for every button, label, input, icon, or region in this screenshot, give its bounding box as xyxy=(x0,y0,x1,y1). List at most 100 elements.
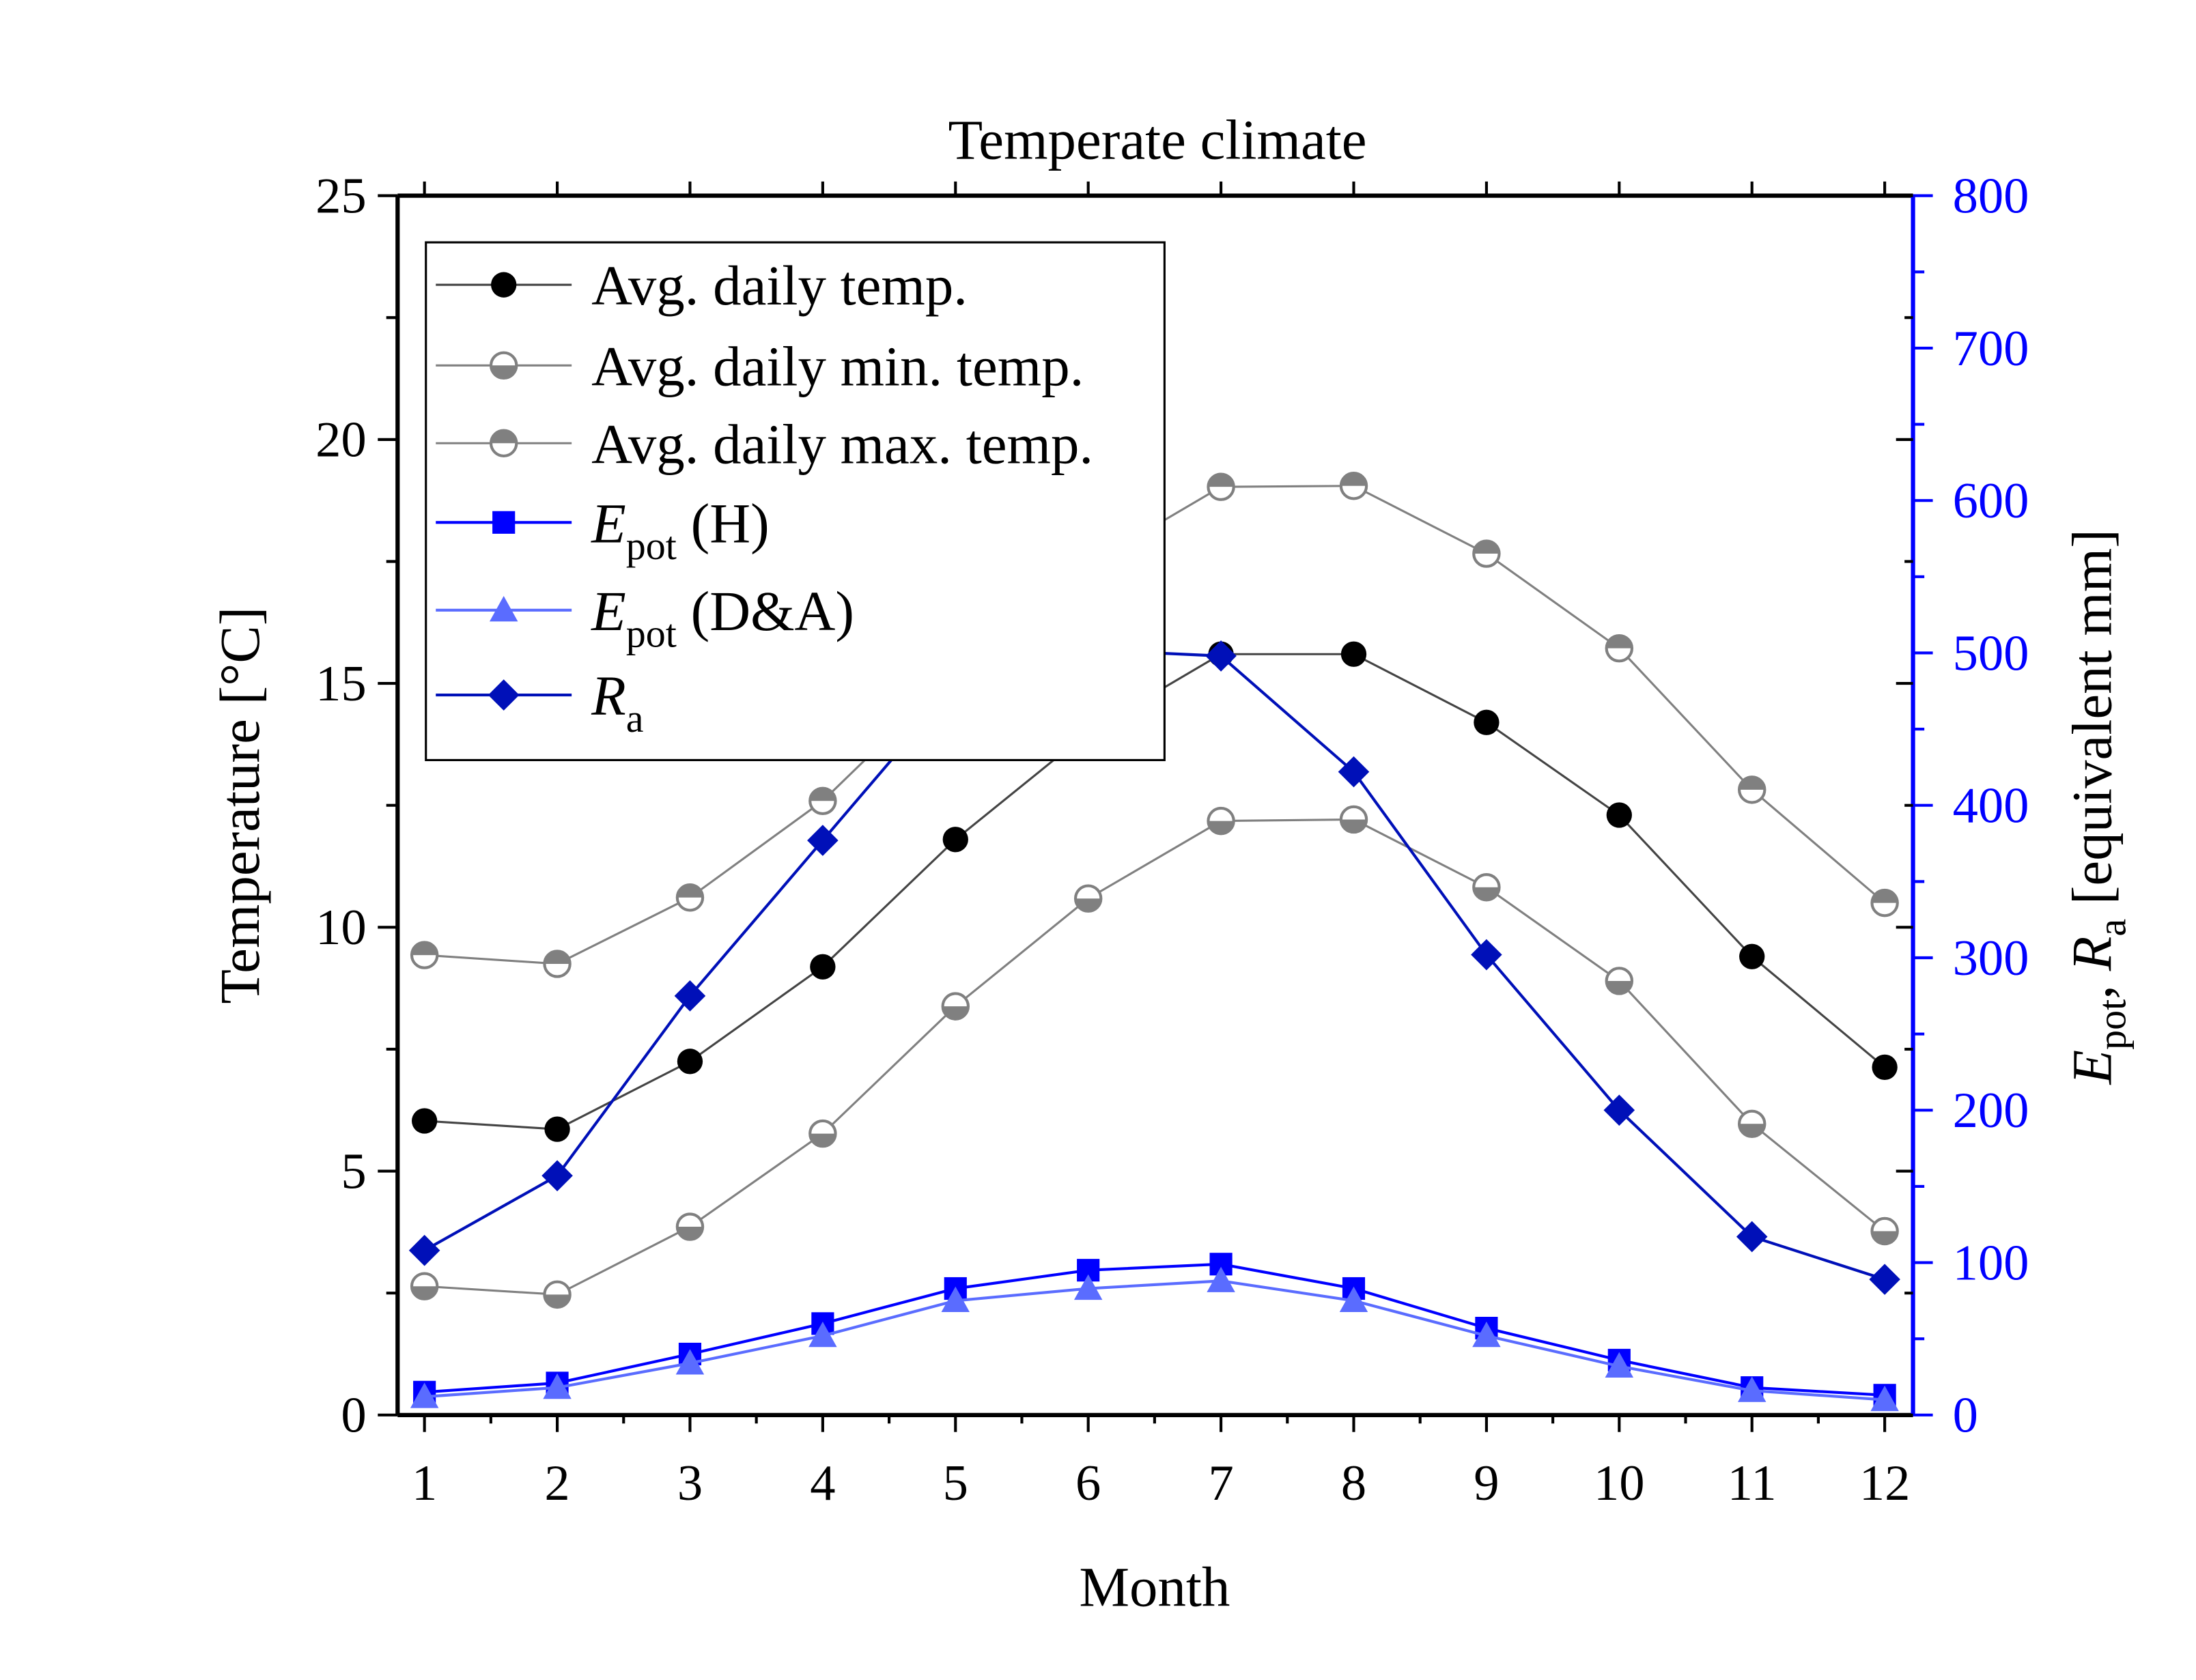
half-circle-marker xyxy=(1472,539,1501,568)
series-line xyxy=(424,1262,1885,1397)
circle-marker xyxy=(491,272,517,298)
triangle-marker xyxy=(808,1322,837,1348)
half-circle-marker xyxy=(1870,888,1899,917)
triangle-marker xyxy=(543,1373,572,1399)
x-tick-label: 2 xyxy=(544,1455,569,1511)
circle-marker xyxy=(1872,1054,1898,1081)
marker-half-fill xyxy=(1606,636,1632,649)
marker-half-fill xyxy=(491,365,517,378)
x-tick-label: 4 xyxy=(810,1455,835,1511)
marker-half-fill xyxy=(412,1286,438,1299)
triangle-marker xyxy=(1737,1376,1766,1402)
diamond-marker xyxy=(408,1234,440,1266)
legend: Avg. daily temp. Avg. daily min. temp. Avg… xyxy=(425,241,1166,761)
legend-item: Ra xyxy=(436,664,644,741)
half-circle-marker xyxy=(1605,633,1634,663)
triangle-marker xyxy=(941,1286,970,1312)
y2-tick-label: 600 xyxy=(1953,473,2029,529)
marker-half-fill xyxy=(1340,819,1367,833)
circle-marker xyxy=(412,1108,438,1134)
triangle-marker xyxy=(410,1382,439,1408)
half-circle-marker xyxy=(1339,472,1368,500)
y2-tick-label: 700 xyxy=(1953,321,2029,377)
marker-half-fill xyxy=(1474,887,1500,900)
marker-half-fill xyxy=(1474,541,1500,554)
half-circle-marker xyxy=(1339,805,1368,834)
circle-marker xyxy=(942,827,968,853)
triangle-marker xyxy=(1207,1266,1235,1292)
half-circle-marker xyxy=(543,950,572,978)
x-tick-label: 12 xyxy=(1859,1455,1911,1511)
diamond-marker xyxy=(1338,756,1370,788)
triangle-marker xyxy=(675,1349,705,1375)
half-circle-marker xyxy=(1737,1109,1766,1139)
marker-half-fill xyxy=(810,1133,836,1147)
series-line xyxy=(424,1279,1885,1401)
series-3 xyxy=(413,1253,1896,1407)
legend-label: Avg. daily max. temp. xyxy=(591,412,1093,475)
circle-marker xyxy=(1739,943,1765,969)
half-circle-marker xyxy=(1605,967,1634,995)
legend-label: Avg. daily temp. xyxy=(591,254,968,317)
half-circle-marker xyxy=(808,786,837,816)
series-line xyxy=(424,818,1886,1296)
half-circle-marker xyxy=(1472,873,1501,902)
diamond-marker xyxy=(1603,1094,1635,1126)
y-tick-label: 25 xyxy=(315,168,367,224)
y2-tick-label: 500 xyxy=(1953,625,2029,681)
legend-label: Epot (D&A) xyxy=(591,580,854,656)
y-tick-label: 20 xyxy=(315,412,367,468)
diamond-marker xyxy=(1736,1221,1768,1253)
legend-item: Avg. daily temp. xyxy=(436,254,968,317)
y2-tick-label: 300 xyxy=(1953,930,2029,986)
circle-marker xyxy=(1340,641,1367,667)
square-marker xyxy=(492,511,516,534)
marker-half-fill xyxy=(1606,980,1632,994)
x-axis-label: Month xyxy=(1079,1556,1230,1619)
triangle-marker xyxy=(1339,1286,1368,1312)
diamond-marker xyxy=(1205,640,1237,672)
y2-tick-label: 0 xyxy=(1953,1388,1978,1444)
half-circle-marker xyxy=(1073,884,1103,913)
circle-marker xyxy=(810,954,836,980)
diamond-marker xyxy=(541,1160,573,1192)
triangle-marker xyxy=(1472,1322,1501,1348)
y-tick-label: 5 xyxy=(341,1143,366,1199)
y-tick-label: 15 xyxy=(315,656,367,712)
half-circle-marker xyxy=(410,1272,439,1300)
marker-half-fill xyxy=(491,430,517,444)
y-tick-label: 10 xyxy=(315,900,367,956)
half-circle-marker xyxy=(675,1212,705,1241)
marker-half-fill xyxy=(1208,474,1234,487)
x-tick-label: 6 xyxy=(1075,1455,1101,1511)
half-circle-marker xyxy=(808,1119,837,1148)
marker-half-fill xyxy=(544,951,570,964)
legend-box xyxy=(425,241,1166,761)
legend-item: Avg. daily min. temp. xyxy=(436,334,1084,397)
y-tick-label: 0 xyxy=(341,1388,366,1444)
circle-marker xyxy=(544,1116,570,1142)
y2-axis-label: Epot, Ra [equivalent mm] xyxy=(2061,529,2135,1085)
x-tick-label: 1 xyxy=(412,1455,437,1511)
circle-marker xyxy=(677,1049,703,1074)
legend-item: Epot (D&A) xyxy=(436,580,854,656)
half-circle-marker xyxy=(1737,775,1766,804)
diamond-marker xyxy=(1471,939,1502,971)
diamond-marker xyxy=(1869,1264,1900,1295)
series-4 xyxy=(410,1266,1899,1412)
legend-label: Epot (H) xyxy=(591,492,770,568)
half-circle-marker xyxy=(410,941,439,969)
marker-half-fill xyxy=(677,1227,703,1240)
marker-half-fill xyxy=(1075,898,1101,911)
legend-label: Ra xyxy=(591,664,643,741)
diamond-marker xyxy=(807,825,839,856)
marker-half-fill xyxy=(1739,1124,1765,1137)
legend-item: Epot (H) xyxy=(436,492,770,568)
half-circle-marker xyxy=(1870,1216,1899,1246)
half-circle-marker xyxy=(543,1280,572,1309)
y2-tick-label: 400 xyxy=(1953,778,2029,834)
diamond-marker xyxy=(488,679,520,711)
marker-half-fill xyxy=(810,788,836,801)
marker-half-fill xyxy=(942,1006,968,1019)
